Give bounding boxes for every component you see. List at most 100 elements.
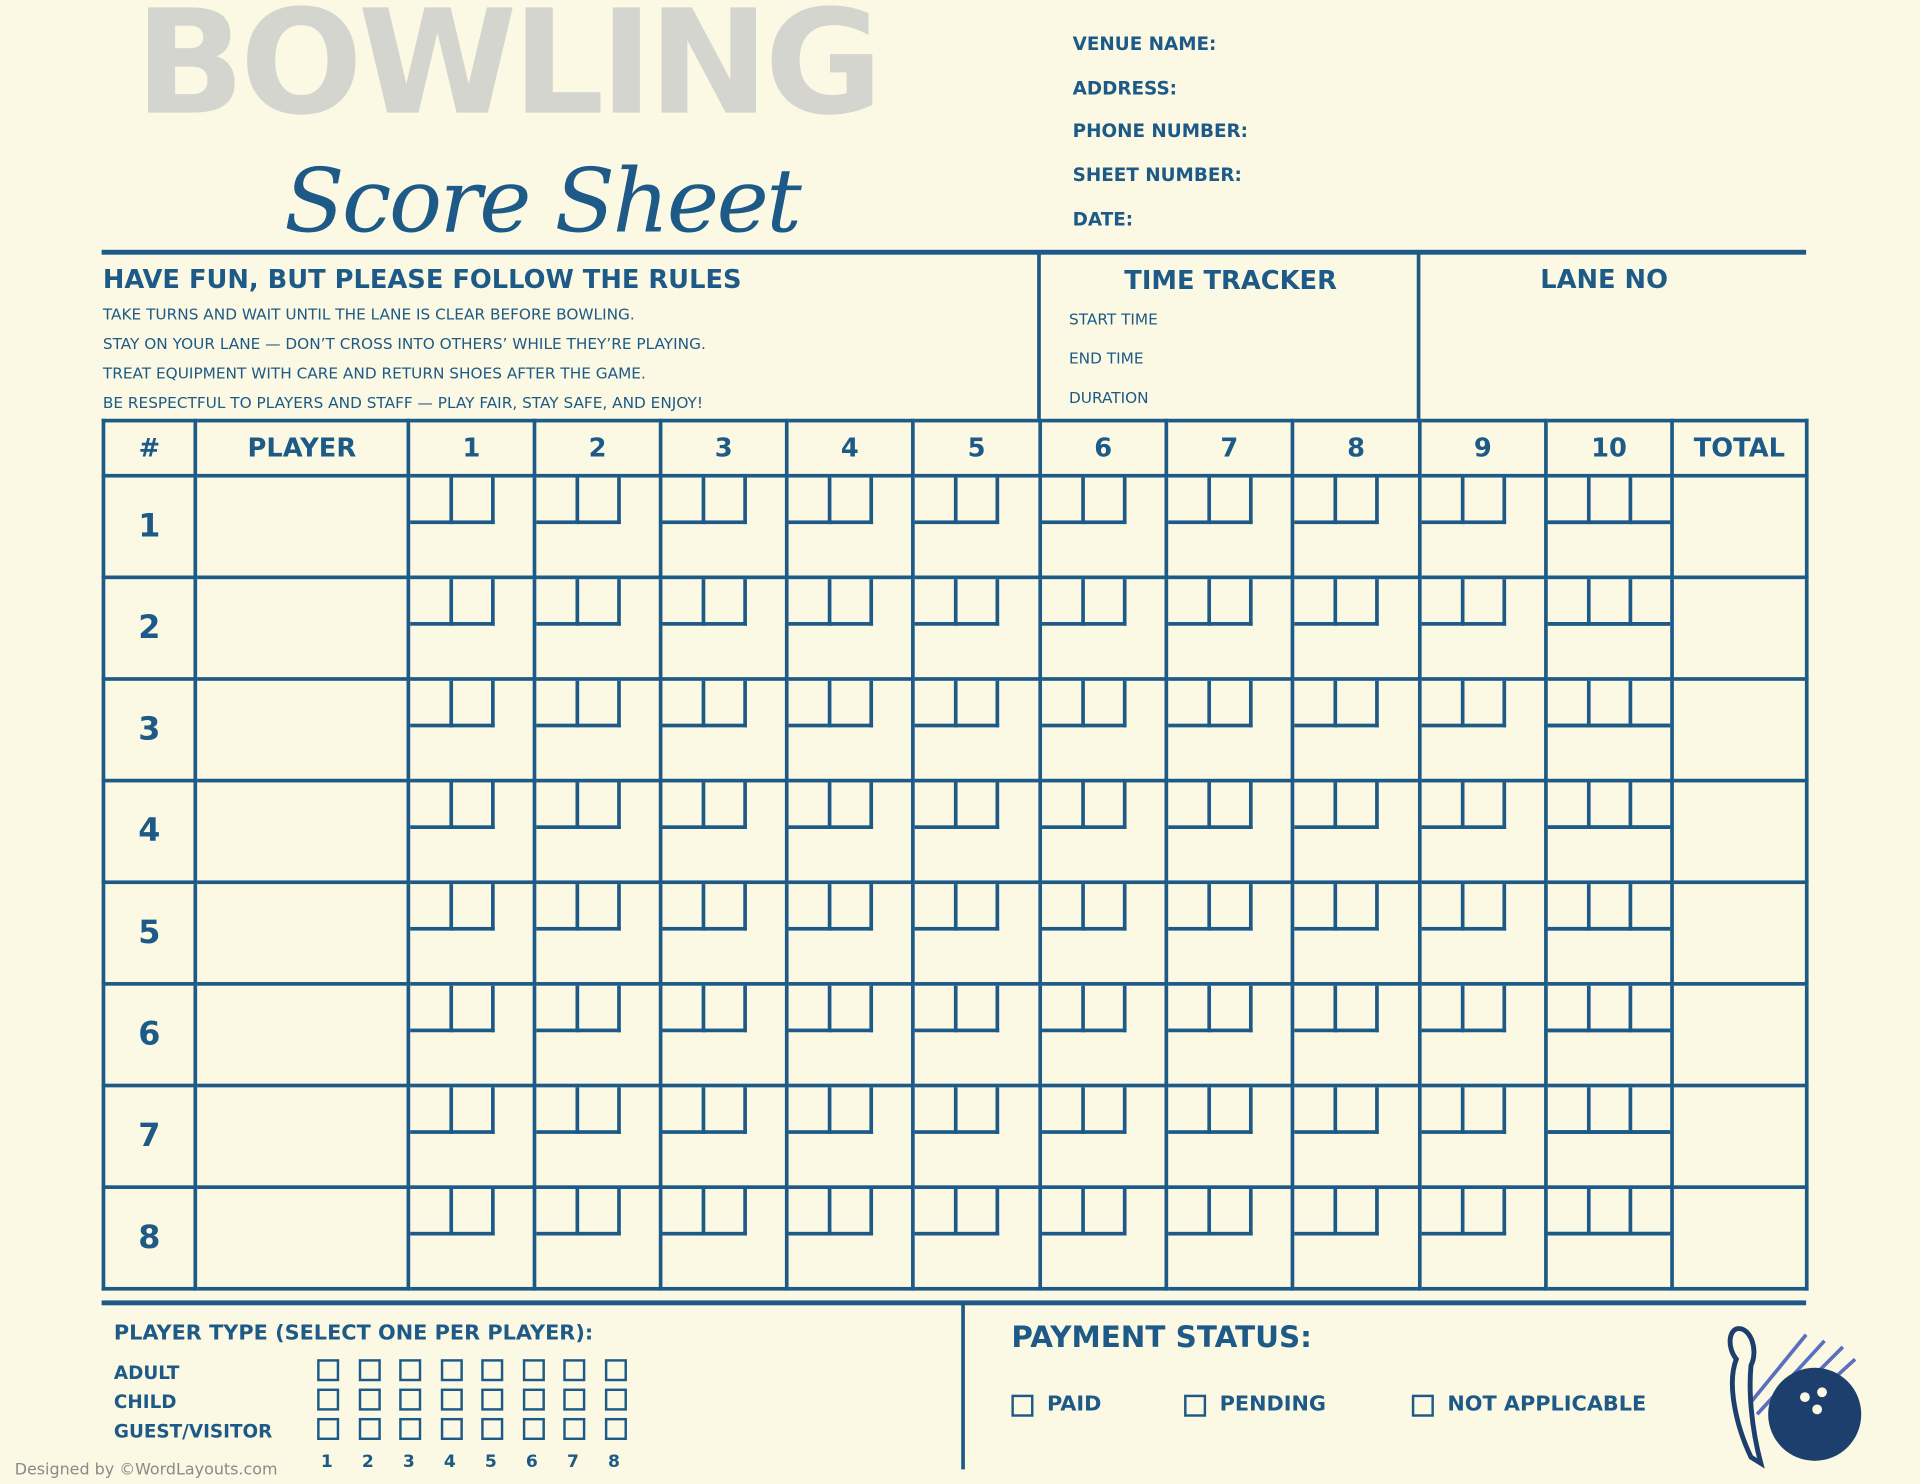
roll-box[interactable] <box>410 477 454 525</box>
roll-box[interactable] <box>577 680 621 728</box>
frame-cell[interactable] <box>1290 1083 1422 1189</box>
roll-box[interactable] <box>1209 680 1253 728</box>
roll-box[interactable] <box>1463 1188 1507 1236</box>
player-type-checkbox[interactable] <box>358 1388 381 1411</box>
roll-box[interactable] <box>788 1188 832 1236</box>
roll-box[interactable] <box>788 680 832 728</box>
frame-cell[interactable] <box>911 1083 1043 1189</box>
player-type-checkbox[interactable] <box>440 1388 463 1411</box>
frame-cell[interactable] <box>658 677 789 783</box>
frame-cell[interactable] <box>1038 982 1169 1088</box>
paid-checkbox[interactable] <box>1011 1394 1034 1417</box>
frame-cell[interactable] <box>1038 778 1169 885</box>
frame-cell[interactable] <box>1544 1083 1674 1189</box>
frame-cell[interactable] <box>1038 1185 1169 1291</box>
roll-box[interactable] <box>830 782 874 829</box>
roll-box[interactable] <box>410 579 454 626</box>
player-type-checkbox[interactable] <box>440 1359 463 1382</box>
roll-box[interactable] <box>1631 681 1671 728</box>
roll-box[interactable] <box>1168 680 1212 728</box>
frame-cell[interactable] <box>658 982 789 1088</box>
roll-box[interactable] <box>1168 579 1212 626</box>
roll-box[interactable] <box>830 985 874 1033</box>
frame-cell[interactable] <box>658 1083 789 1189</box>
player-type-checkbox[interactable] <box>604 1417 627 1441</box>
roll-box[interactable] <box>830 477 874 525</box>
roll-box[interactable] <box>1083 680 1127 728</box>
total-cell[interactable] <box>1670 473 1809 580</box>
player-name-cell[interactable] <box>193 982 411 1088</box>
roll-box[interactable] <box>1083 1087 1127 1134</box>
roll-box[interactable] <box>1547 579 1591 626</box>
frame-cell[interactable] <box>1164 1185 1295 1291</box>
roll-box[interactable] <box>1209 1188 1253 1236</box>
roll-box[interactable] <box>956 680 1000 728</box>
roll-box[interactable] <box>1335 1087 1379 1134</box>
frame-cell[interactable] <box>1164 982 1295 1088</box>
roll-box[interactable] <box>451 782 495 829</box>
roll-box[interactable] <box>536 477 580 525</box>
roll-box[interactable] <box>451 680 495 728</box>
roll-box[interactable] <box>662 884 706 931</box>
frame-cell[interactable] <box>1164 880 1295 986</box>
roll-box[interactable] <box>1589 1087 1633 1134</box>
roll-box[interactable] <box>662 680 706 728</box>
roll-box[interactable] <box>1547 782 1591 829</box>
roll-box[interactable] <box>1631 1087 1671 1134</box>
roll-box[interactable] <box>1421 782 1465 829</box>
roll-box[interactable] <box>1589 680 1633 728</box>
roll-box[interactable] <box>1421 680 1465 728</box>
frame-cell[interactable] <box>532 982 663 1088</box>
frame-cell[interactable] <box>1290 1185 1422 1291</box>
roll-box[interactable] <box>830 579 874 626</box>
roll-box[interactable] <box>1463 1087 1507 1134</box>
frame-cell[interactable] <box>658 473 789 580</box>
frame-cell[interactable] <box>406 982 537 1088</box>
roll-box[interactable] <box>830 1188 874 1236</box>
frame-cell[interactable] <box>1290 677 1422 783</box>
frame-cell[interactable] <box>1417 778 1548 885</box>
frame-cell[interactable] <box>784 575 915 681</box>
roll-box[interactable] <box>1168 477 1212 525</box>
player-type-checkbox[interactable] <box>522 1417 545 1441</box>
roll-box[interactable] <box>788 985 832 1033</box>
roll-box[interactable] <box>1083 477 1127 525</box>
total-cell[interactable] <box>1670 1185 1809 1291</box>
roll-box[interactable] <box>914 782 958 829</box>
roll-box[interactable] <box>1168 1188 1212 1236</box>
roll-box[interactable] <box>914 477 958 525</box>
player-name-cell[interactable] <box>193 677 411 783</box>
roll-box[interactable] <box>1463 579 1507 626</box>
roll-box[interactable] <box>830 884 874 931</box>
roll-box[interactable] <box>956 1087 1000 1134</box>
frame-cell[interactable] <box>1164 575 1295 681</box>
roll-box[interactable] <box>451 1087 495 1134</box>
frame-cell[interactable] <box>658 778 789 885</box>
roll-box[interactable] <box>704 782 747 829</box>
roll-box[interactable] <box>577 884 621 931</box>
roll-box[interactable] <box>830 1087 874 1134</box>
roll-box[interactable] <box>1335 782 1379 829</box>
frame-cell[interactable] <box>1038 880 1169 986</box>
roll-box[interactable] <box>410 985 454 1033</box>
roll-box[interactable] <box>1168 884 1212 931</box>
roll-box[interactable] <box>1631 884 1671 931</box>
player-type-checkbox[interactable] <box>317 1388 340 1411</box>
roll-box[interactable] <box>914 579 958 626</box>
frame-cell[interactable] <box>911 677 1043 783</box>
roll-box[interactable] <box>1547 884 1591 931</box>
roll-box[interactable] <box>1547 985 1591 1033</box>
roll-box[interactable] <box>1168 782 1212 829</box>
roll-box[interactable] <box>914 1188 958 1236</box>
roll-box[interactable] <box>662 782 706 829</box>
frame-cell[interactable] <box>532 677 663 783</box>
roll-box[interactable] <box>1042 477 1085 525</box>
frame-cell[interactable] <box>1290 575 1422 681</box>
roll-box[interactable] <box>1631 986 1671 1033</box>
total-cell[interactable] <box>1670 778 1809 885</box>
roll-box[interactable] <box>1421 1087 1465 1134</box>
roll-box[interactable] <box>704 579 747 626</box>
roll-box[interactable] <box>1083 1188 1127 1236</box>
pending-checkbox[interactable] <box>1184 1394 1207 1417</box>
roll-box[interactable] <box>1421 985 1465 1033</box>
